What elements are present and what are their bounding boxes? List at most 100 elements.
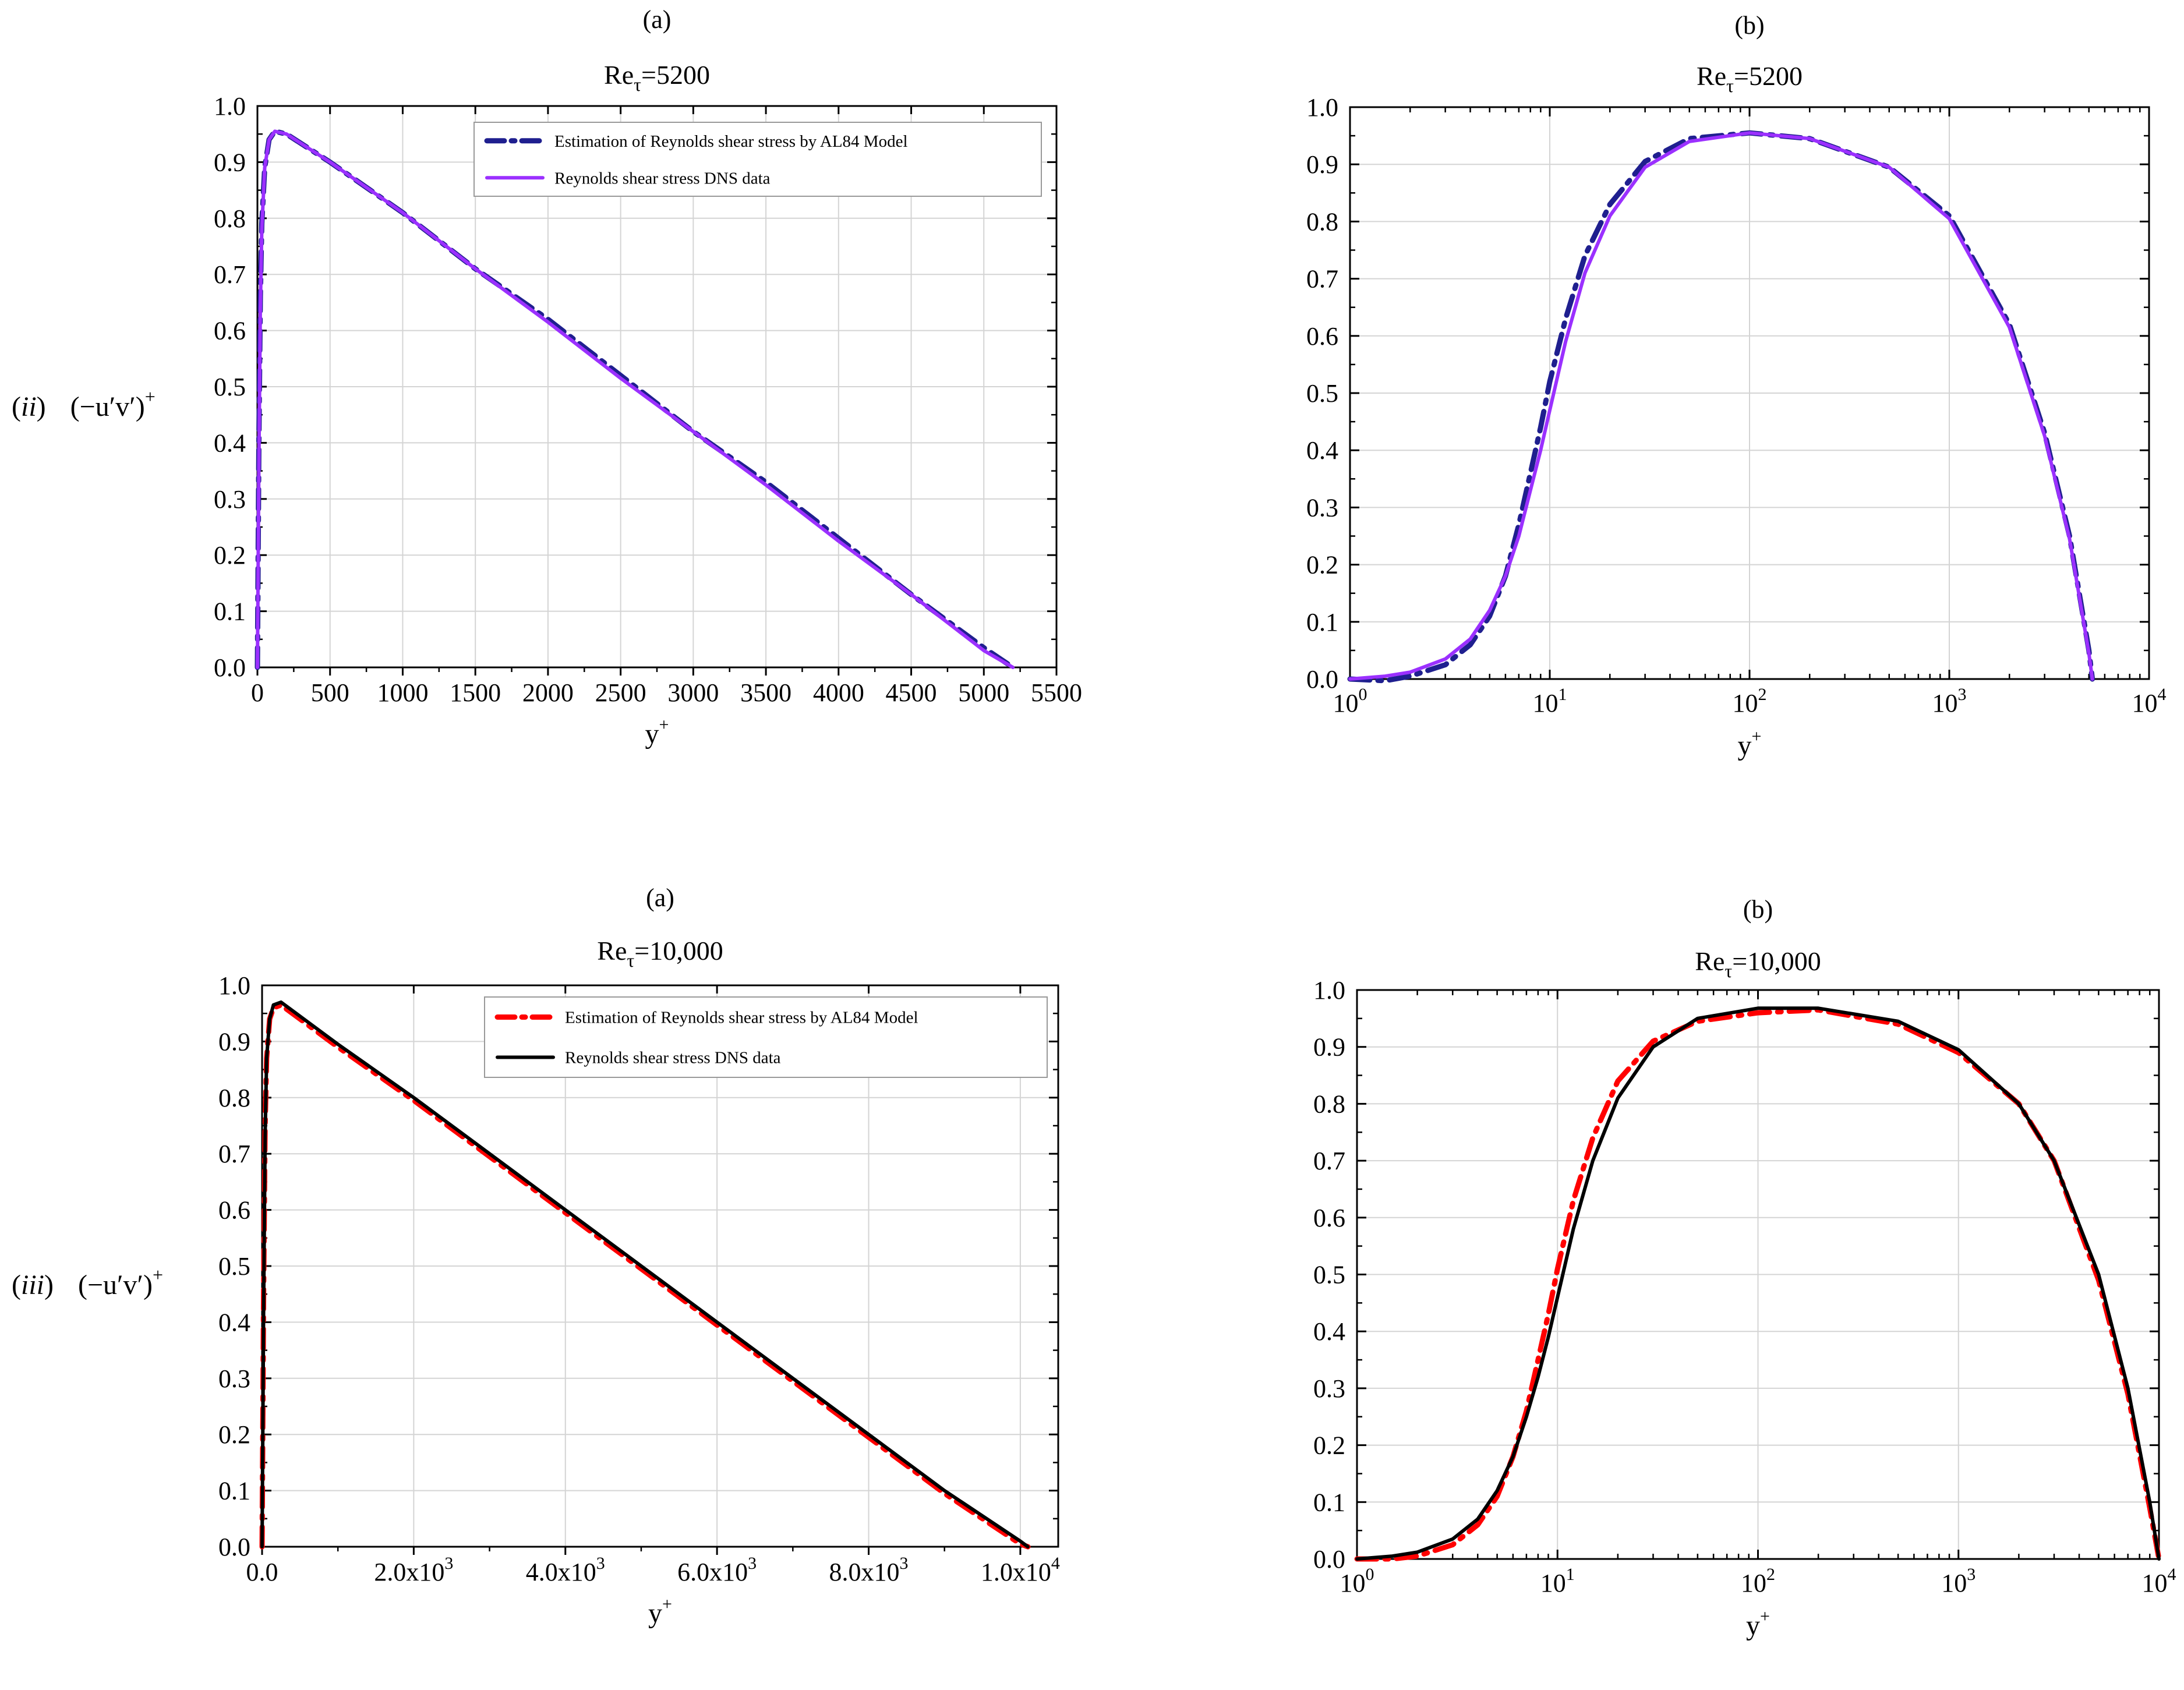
x-tick-label: 1.0x104: [981, 1554, 1060, 1586]
series-group: [259, 1000, 1031, 1550]
y-tick-label: 0.3: [214, 485, 246, 514]
y-tick-label: 0.6: [214, 317, 246, 345]
x-tick-label: 101: [1540, 1565, 1575, 1597]
y-tick-label: 0.0: [214, 653, 246, 682]
panel-letter: (a): [643, 5, 672, 34]
gridlines: [1357, 990, 2159, 1559]
x-tick-label: 103: [1932, 685, 1967, 717]
gridlines: [1350, 107, 2149, 679]
panel-letter: (b): [1743, 895, 1773, 924]
chart-top-log: (b)Reτ=52000.00.10.20.30.40.50.60.70.80.…: [1306, 11, 2167, 761]
chart-title: Reτ=10,000: [597, 936, 723, 971]
legend: Estimation of Reynolds shear stress by A…: [484, 996, 1048, 1078]
legend-box: [473, 122, 1042, 197]
y-tick-label: 0.7: [1306, 265, 1338, 294]
x-tick-label: 1500: [450, 678, 501, 707]
x-tick-label: 1000: [377, 678, 428, 707]
legend-label: Estimation of Reynolds shear stress by A…: [565, 1009, 918, 1027]
y-tick-label: 0.1: [1306, 608, 1338, 637]
series-group: [1347, 130, 2095, 684]
x-tick-label: 4500: [886, 678, 937, 707]
y-tick-label: 0.6: [1313, 1204, 1345, 1232]
x-tick-label: 3500: [740, 678, 791, 707]
x-tick-label: 3000: [667, 678, 719, 707]
y-tick-label: 0.7: [1313, 1147, 1345, 1175]
y-tick-label: 0.5: [218, 1252, 250, 1281]
y-tick-label: 0.3: [1306, 493, 1338, 522]
x-tick-label: 5000: [958, 678, 1009, 707]
x-axis-label: y+: [648, 1594, 672, 1629]
chart-title: Reτ=5200: [604, 60, 710, 95]
series-group: [255, 128, 1016, 670]
panel-letter: (a): [646, 883, 674, 912]
panels: (a)Reτ=52000.00.10.20.30.40.50.60.70.80.…: [214, 5, 2176, 1641]
x-tick-label: 104: [2132, 685, 2167, 717]
x-tick-label: 5500: [1031, 678, 1082, 707]
y-tick-label: 0.4: [218, 1308, 250, 1337]
chart-top-linear: (a)Reτ=52000.00.10.20.30.40.50.60.70.80.…: [214, 5, 1082, 749]
chart-title: Reτ=10,000: [1695, 946, 1821, 981]
y-tick-label: 0.7: [214, 260, 246, 289]
x-axis: 0.0 2.0x103 4.0x103 6.0x103 8.0x103 1.0x104: [246, 985, 1060, 1586]
y-tick-label: 0.0: [1306, 665, 1338, 694]
y-tick-label: 1.0: [214, 92, 246, 121]
x-axis-label: y+: [645, 715, 669, 749]
y-tick-label: 0.6: [1306, 322, 1338, 351]
y-tick-label: 0.8: [218, 1084, 250, 1112]
x-axis-label: y+: [1738, 727, 1762, 761]
row-label-iii: (iii) (−u′v′)+: [12, 1264, 163, 1300]
series-dns-line: [1348, 131, 2094, 681]
y-tick-label: 0.4: [1313, 1317, 1345, 1346]
y-tick-label: 0.9: [1306, 150, 1338, 179]
y-tick-label: 0.5: [1313, 1261, 1345, 1289]
y-axis: 0.0 0.1 0.2 0.3 0.4 0.5 0.6 0.7 0.8 0.9 1.0: [214, 92, 1056, 682]
chart-title: Reτ=5200: [1697, 61, 1803, 96]
y-tick-label: 0.4: [1306, 436, 1338, 465]
y-tick-label: 0.1: [218, 1477, 250, 1505]
x-tick-label: 4.0x103: [526, 1554, 605, 1586]
row-labels: (ii) (−u′v′)+ (iii) (−u′v′)+: [12, 386, 163, 1300]
y-tick-label: 0.5: [1306, 379, 1338, 408]
legend-box: [484, 996, 1048, 1078]
x-axis: 100 101 102 103 104: [1340, 990, 2176, 1597]
x-tick-label: 0.0: [246, 1558, 278, 1586]
series-dns-line: [260, 1000, 1030, 1548]
x-tick-label: 4000: [813, 678, 864, 707]
x-tick-label: 102: [1733, 685, 1767, 717]
series-dns-line: [1355, 1006, 2161, 1561]
y-tick-label: 0.2: [214, 541, 246, 570]
chart-bottom-linear: (a) Reτ=10,000 0.0 0.1 0.2 0.3 0.4 0.5 0.6 0.7 0.8…: [218, 883, 1060, 1629]
x-tick-label: 100: [1340, 1565, 1374, 1597]
x-tick-label: 100: [1333, 685, 1367, 717]
y-tick-label: 0.9: [214, 148, 246, 176]
y-tick-label: 0.6: [218, 1196, 250, 1225]
x-tick-label: 6.0x103: [677, 1554, 757, 1586]
series-group: [1354, 1006, 2162, 1562]
y-tick-label: 0.0: [1313, 1545, 1345, 1574]
chart-bottom-log: (b) Reτ=10,000 0.0 0.1 0.2 0.3 0.4 0.5 0.6 0.7 0.8…: [1313, 895, 2176, 1641]
y-axis: 0.0 0.1 0.2 0.3 0.4 0.5 0.6 0.7 0.8 0.9 1.0: [1313, 976, 2159, 1574]
y-tick-label: 0.4: [214, 429, 246, 457]
x-axis-label: y+: [1746, 1607, 1770, 1641]
legend-label: Reynolds shear stress DNS data: [554, 169, 771, 188]
y-tick-label: 0.8: [214, 204, 246, 233]
y-tick-label: 0.1: [1313, 1488, 1345, 1516]
y-tick-label: 0.1: [214, 597, 246, 626]
y-tick-label: 0.3: [1313, 1374, 1345, 1403]
x-tick-label: 102: [1741, 1565, 1775, 1597]
row-quantity-ii: (−u′v′): [70, 391, 145, 422]
gridlines: [257, 106, 1056, 667]
x-tick-label: 2.0x103: [374, 1554, 453, 1586]
row-quantity-iii: (−u′v′): [78, 1270, 153, 1300]
y-tick-label: 0.2: [1313, 1431, 1345, 1460]
x-tick-label: 500: [311, 678, 349, 707]
y-tick-label: 0.3: [218, 1364, 250, 1393]
y-tick-label: 0.9: [218, 1027, 250, 1056]
x-tick-label: 8.0x103: [829, 1554, 909, 1586]
y-tick-label: 0.8: [1313, 1090, 1345, 1118]
y-tick-label: 0.9: [1313, 1033, 1345, 1062]
x-tick-label: 103: [1941, 1565, 1976, 1597]
series-dns-line: [256, 129, 1015, 669]
x-tick-label: 2000: [522, 678, 574, 707]
